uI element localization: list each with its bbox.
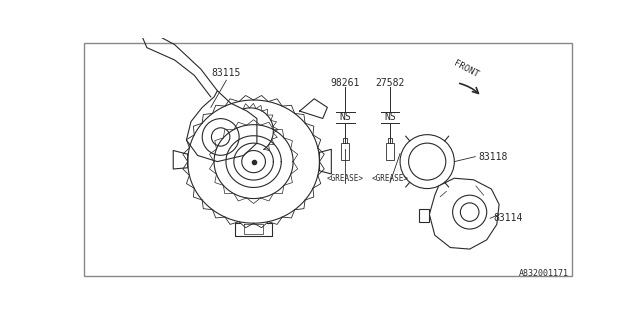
Circle shape: [211, 128, 230, 146]
Bar: [386, 143, 394, 160]
Bar: [342, 143, 349, 160]
Circle shape: [452, 195, 487, 229]
Text: A832001171: A832001171: [518, 269, 568, 278]
Circle shape: [408, 143, 446, 180]
Text: <GREASE>: <GREASE>: [371, 174, 408, 183]
Text: NS: NS: [339, 112, 351, 122]
Polygon shape: [419, 209, 429, 222]
Circle shape: [460, 203, 479, 221]
Polygon shape: [429, 178, 499, 249]
Circle shape: [400, 135, 454, 188]
Text: <GREASE>: <GREASE>: [327, 174, 364, 183]
Text: 83115: 83115: [212, 68, 241, 78]
Text: 83114: 83114: [493, 213, 523, 223]
Polygon shape: [140, 26, 152, 35]
Polygon shape: [186, 91, 257, 162]
Circle shape: [202, 119, 239, 155]
Text: NS: NS: [384, 112, 396, 122]
Text: 27582: 27582: [375, 78, 404, 88]
Text: 83118: 83118: [478, 152, 508, 162]
Text: 98261: 98261: [331, 78, 360, 88]
Bar: [388, 138, 392, 143]
Text: FRONT: FRONT: [452, 59, 480, 80]
Bar: [344, 138, 348, 143]
